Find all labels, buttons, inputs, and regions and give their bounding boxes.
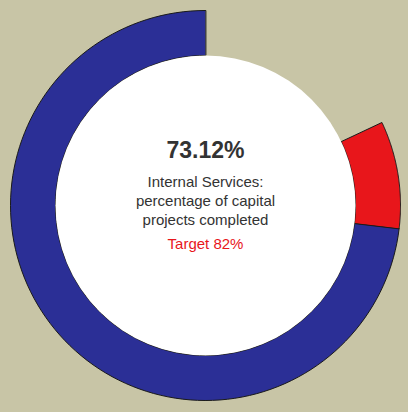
svg-text:projects completed: projects completed [143,211,269,228]
svg-text:percentage of capital: percentage of capital [136,192,275,209]
svg-text:Internal Services:: Internal Services: [148,173,264,190]
svg-text:73.12%: 73.12% [166,137,244,163]
svg-text:Target 82%: Target 82% [168,235,244,252]
